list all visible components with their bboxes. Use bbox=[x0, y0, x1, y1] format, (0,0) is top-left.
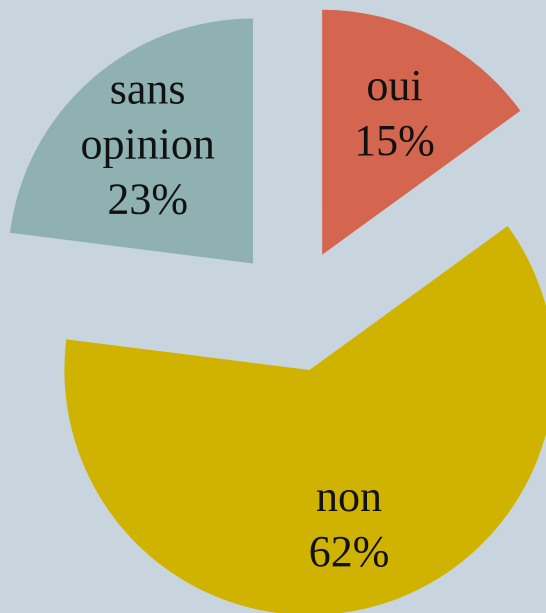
pie-slice bbox=[322, 9, 521, 255]
slice-category: oui bbox=[366, 60, 423, 110]
slice-label: sans opinion 23% bbox=[53, 62, 243, 227]
slice-label: non 62% bbox=[254, 469, 444, 579]
slice-value: 62% bbox=[308, 527, 390, 577]
pie-slice bbox=[9, 18, 253, 264]
slice-value: 23% bbox=[107, 174, 188, 224]
slice-category: sans opinion bbox=[80, 64, 215, 169]
slice-category: non bbox=[316, 472, 383, 522]
slice-value: 15% bbox=[354, 115, 435, 165]
slice-label: oui 15% bbox=[299, 58, 489, 168]
pie-slice bbox=[64, 226, 546, 613]
